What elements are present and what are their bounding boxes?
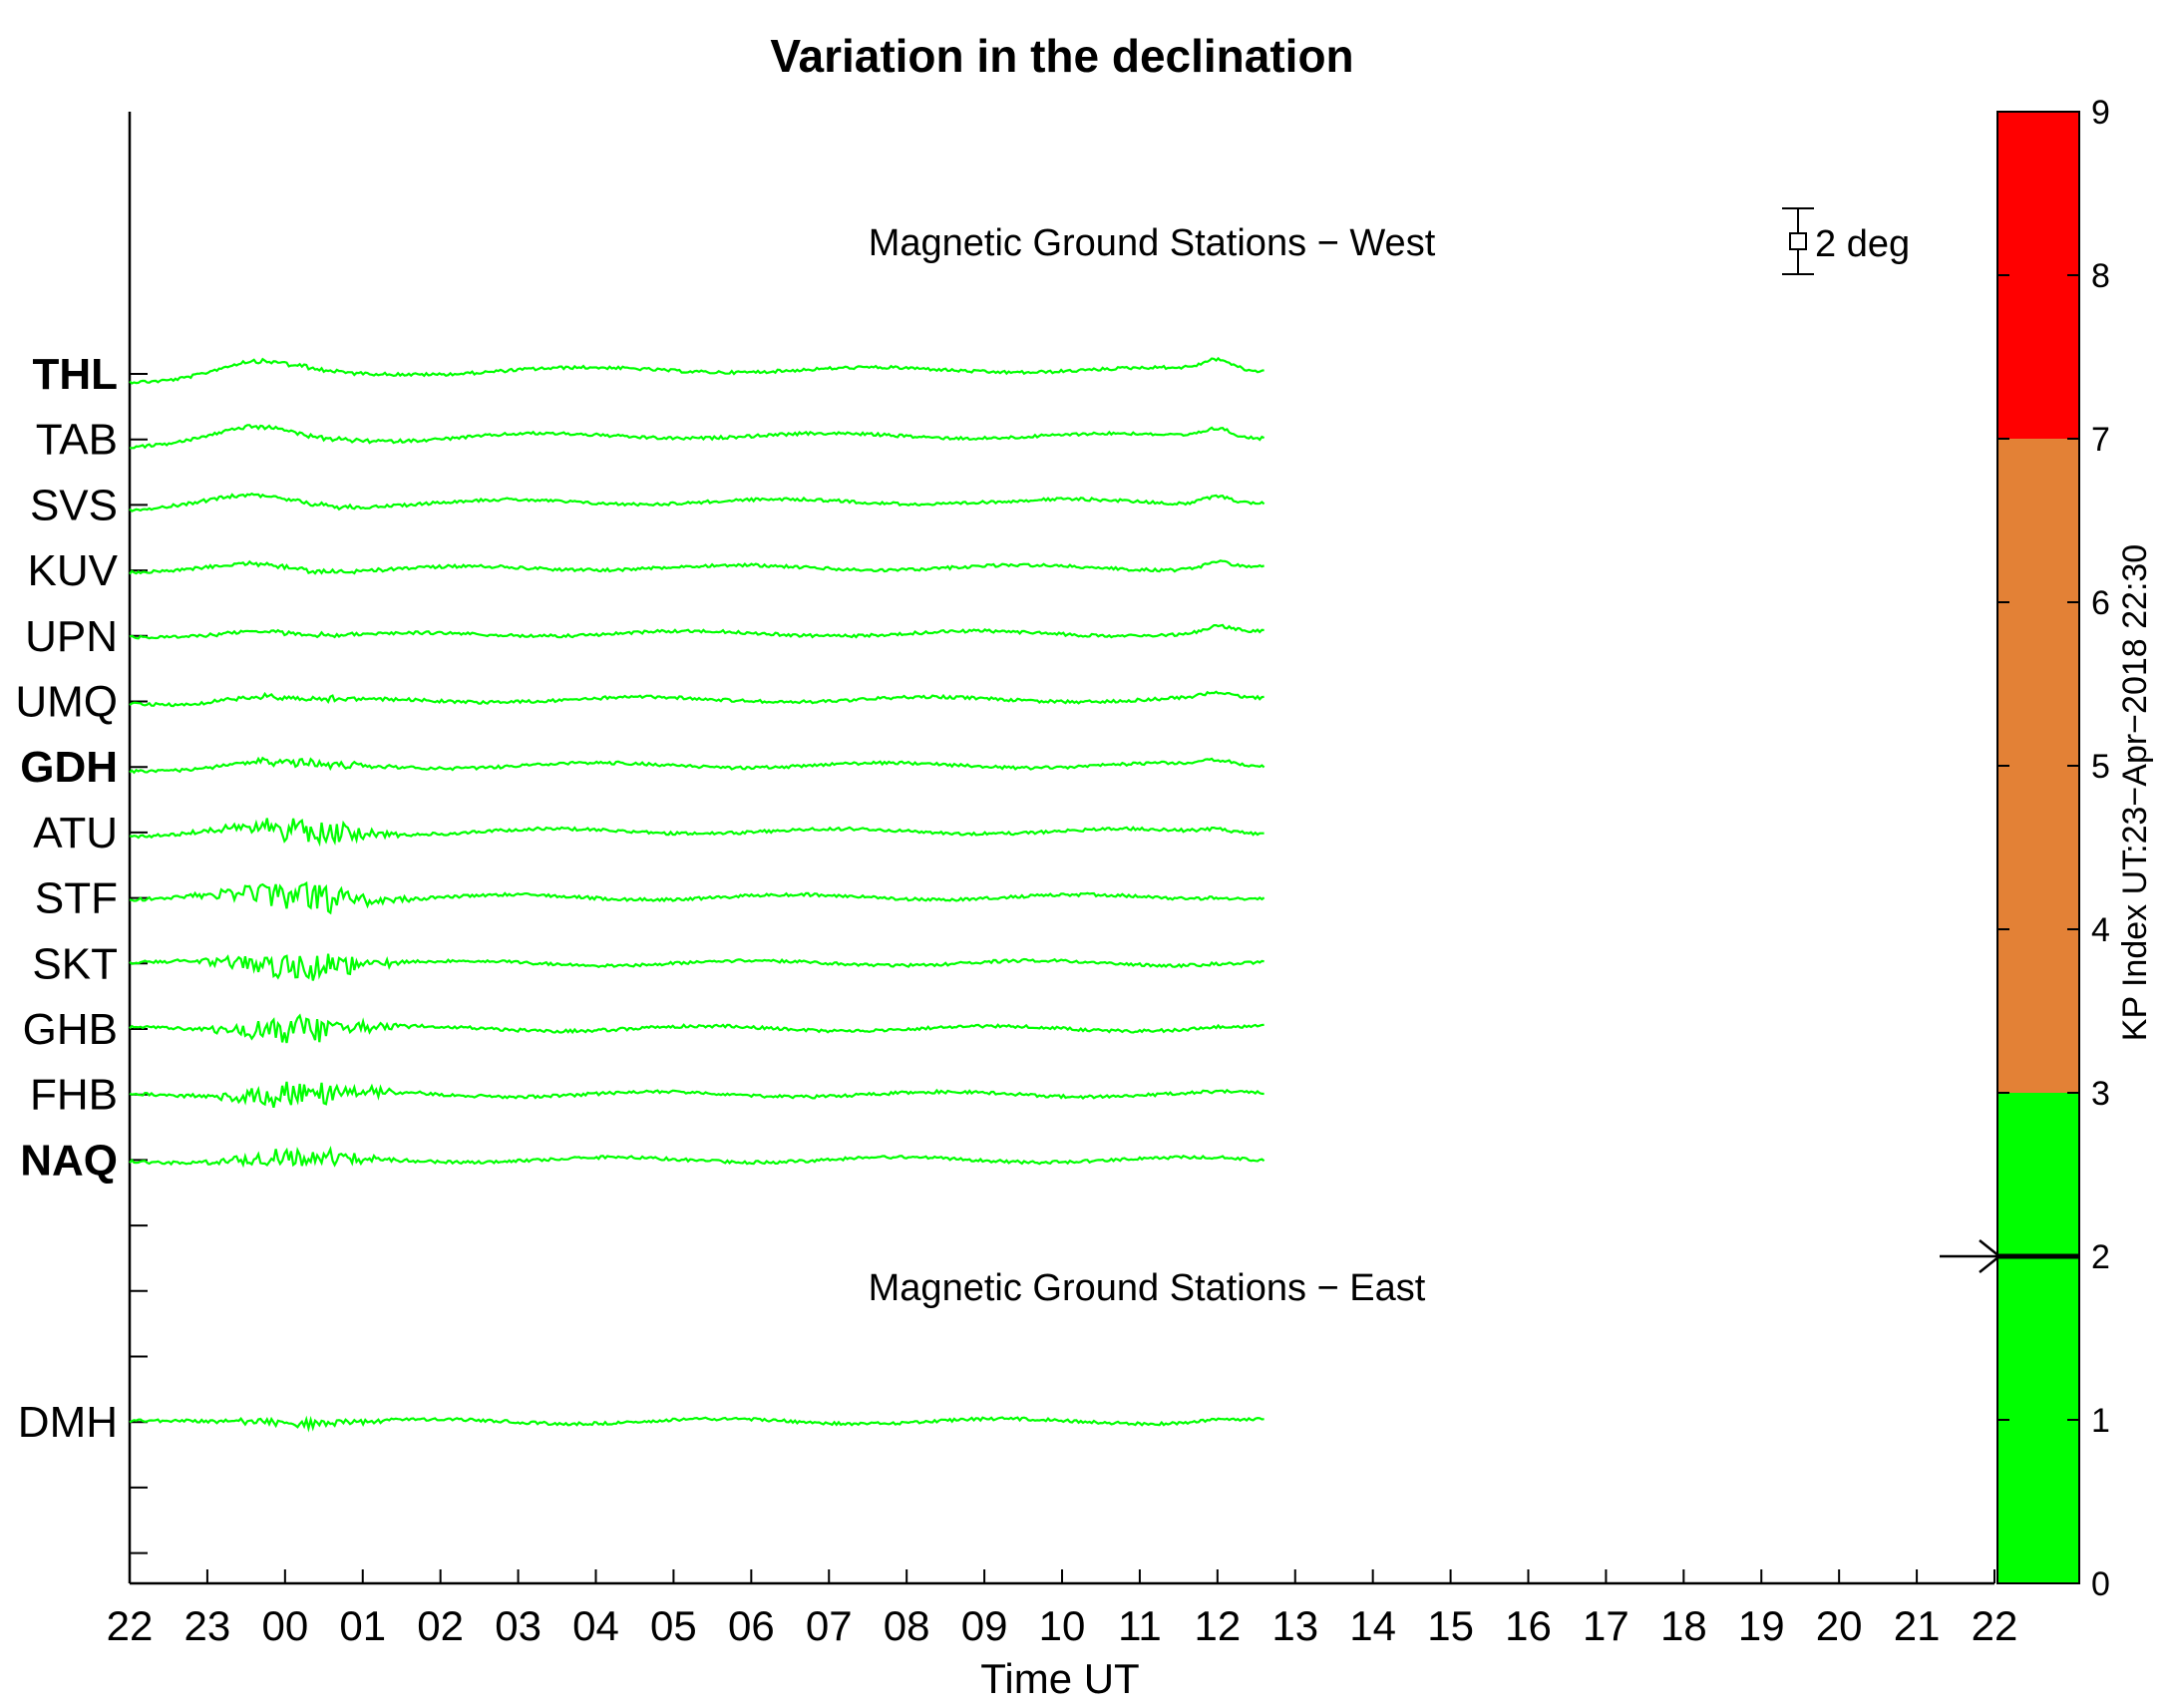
scale-bar <box>1782 207 1814 275</box>
scale-bar-label: 2 deg <box>1815 223 1910 265</box>
trace-ghb <box>129 1013 1265 1044</box>
x-axis-ticks: 22 23 00 01 02 03 04 05 06 07 08 09 10 11 12 13 14 15 16 17… <box>107 1569 2018 1649</box>
x-tick-label: 15 <box>1427 1602 1474 1649</box>
x-tick-label: 22 <box>1972 1602 2018 1649</box>
station-label-naq: NAQ <box>20 1136 118 1185</box>
kp-index-colorbar <box>1996 111 2080 1584</box>
trace-atu <box>129 818 1265 848</box>
scale-bar-marker <box>1789 232 1807 250</box>
x-tick-label: 12 <box>1194 1602 1241 1649</box>
x-tick-label: 02 <box>417 1602 464 1649</box>
x-tick-label: 14 <box>1349 1602 1396 1649</box>
station-label-fhb: FHB <box>30 1071 118 1120</box>
x-tick-label: 20 <box>1816 1602 1863 1649</box>
x-axis-label: Time UT <box>980 1655 1139 1702</box>
x-tick-label: 04 <box>572 1602 619 1649</box>
station-label-dmh: DMH <box>18 1398 118 1447</box>
x-tick-label: 08 <box>884 1602 930 1649</box>
kp-tick-label: 8 <box>2091 257 2110 295</box>
kp-tick-label: 9 <box>2091 94 2110 132</box>
kp-tick-label: 7 <box>2091 421 2110 459</box>
kp-index-ticks: 0 1 2 3 4 5 6 7 8 9 <box>1997 94 2110 1603</box>
x-tick-label: 09 <box>961 1602 1008 1649</box>
x-tick-label: 05 <box>650 1602 697 1649</box>
station-traces <box>129 356 1265 1433</box>
trace-dmh <box>129 1415 1265 1433</box>
x-tick-label: 13 <box>1271 1602 1318 1649</box>
x-tick-label: 17 <box>1583 1602 1629 1649</box>
trace-stf <box>129 880 1265 915</box>
x-tick-label: 06 <box>728 1602 775 1649</box>
x-tick-label: 00 <box>261 1602 308 1649</box>
east-stations-annotation: Magnetic Ground Stations − East <box>869 1267 1426 1309</box>
kp-tick-label: 5 <box>2091 748 2110 786</box>
x-tick-label: 11 <box>1118 1602 1162 1649</box>
trace-thl <box>129 356 1265 385</box>
kp-tick-label: 1 <box>2091 1402 2110 1440</box>
kp-current-arrow-head-bottom <box>1979 1255 2000 1273</box>
trace-naq <box>129 1145 1265 1169</box>
x-tick-label: 21 <box>1894 1602 1941 1649</box>
x-tick-label: 22 <box>107 1602 154 1649</box>
kp-tick-label: 6 <box>2091 584 2110 622</box>
trace-skt <box>129 953 1265 981</box>
plot-axes <box>128 112 1994 1585</box>
chart-title: Variation in the declination <box>770 30 1353 82</box>
kp-band-0 <box>1997 1093 2079 1583</box>
x-tick-label: 18 <box>1660 1602 1707 1649</box>
x-tick-label: 19 <box>1738 1602 1785 1649</box>
trace-kuv <box>129 559 1265 575</box>
trace-gdh <box>129 756 1265 775</box>
trace-umq <box>129 690 1265 708</box>
station-label-skt: SKT <box>32 939 118 988</box>
station-label-upn: UPN <box>25 612 118 661</box>
trace-tab <box>130 424 1265 450</box>
station-label-kuv: KUV <box>28 546 119 595</box>
kp-band-2 <box>1997 112 2079 439</box>
station-label-ghb: GHB <box>23 1005 118 1054</box>
station-labels: THL TAB SVS KUV UPN UMQ GDH ATU STF SKT GHB FHB NAQ D… <box>15 350 118 1447</box>
station-label-umq: UMQ <box>15 678 118 727</box>
x-tick-label: 07 <box>806 1602 853 1649</box>
kp-current-marker <box>1940 1239 2079 1273</box>
kp-colorbar-frame <box>1996 111 2080 1584</box>
kp-current-arrow-head-top <box>1979 1239 2000 1257</box>
west-stations-annotation: Magnetic Ground Stations − West <box>869 222 1436 264</box>
kp-tick-label: 2 <box>2091 1238 2110 1276</box>
station-label-gdh: GDH <box>20 743 118 792</box>
kp-tick-label: 3 <box>2091 1075 2110 1113</box>
kp-tick-label: 0 <box>2091 1565 2110 1603</box>
x-tick-label: 23 <box>184 1602 231 1649</box>
station-label-stf: STF <box>35 874 118 923</box>
trace-svs <box>129 492 1265 512</box>
kp-index-label: KP Index UT:23−Apr−2018 22:30 <box>2116 544 2154 1041</box>
trace-fhb <box>129 1081 1265 1109</box>
x-tick-label: 10 <box>1039 1602 1086 1649</box>
station-label-tab: TAB <box>36 416 118 465</box>
station-label-svs: SVS <box>30 481 118 529</box>
station-label-thl: THL <box>32 350 118 399</box>
station-label-atu: ATU <box>33 809 118 857</box>
x-tick-label: 01 <box>339 1602 386 1649</box>
x-tick-label: 03 <box>495 1602 542 1649</box>
kp-tick-label: 4 <box>2091 911 2110 949</box>
x-tick-label: 16 <box>1505 1602 1552 1649</box>
trace-upn <box>129 623 1265 640</box>
kp-band-1 <box>1997 439 2079 1093</box>
